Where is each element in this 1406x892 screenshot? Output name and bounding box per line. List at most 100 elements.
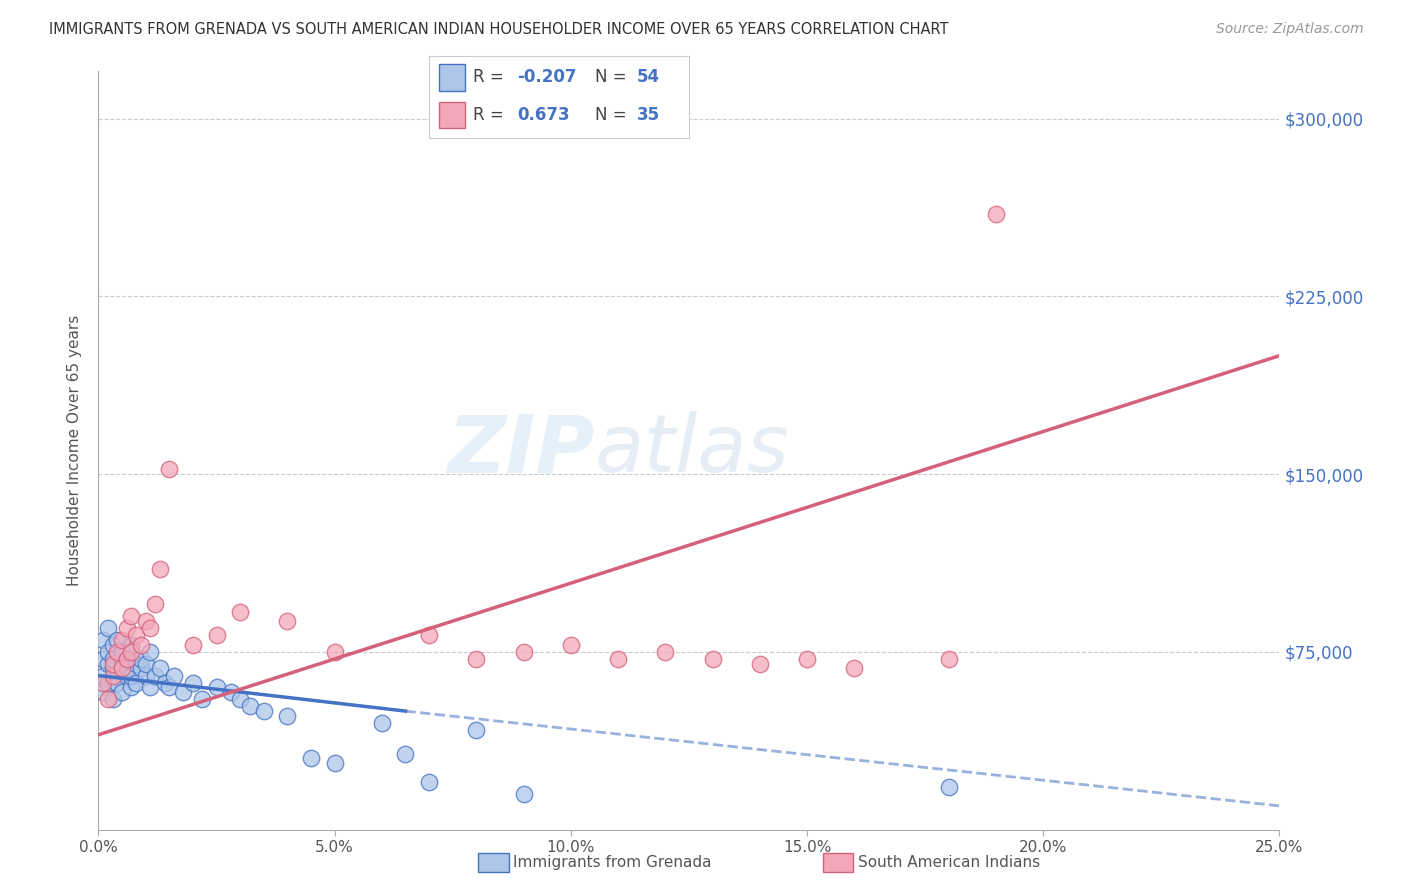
Point	[135, 614, 157, 628]
Text: atlas: atlas	[595, 411, 789, 490]
Point	[121, 645, 143, 659]
Point	[153, 675, 176, 690]
Point	[111, 685, 134, 699]
Point	[418, 628, 440, 642]
Point	[748, 657, 770, 671]
Point	[253, 704, 276, 718]
Point	[984, 206, 1007, 220]
Point	[105, 675, 128, 690]
Text: Source: ZipAtlas.com: Source: ZipAtlas.com	[1216, 22, 1364, 37]
Point	[512, 645, 534, 659]
Point	[371, 715, 394, 730]
Point	[163, 668, 186, 682]
Point	[299, 751, 322, 765]
Point	[135, 657, 157, 671]
Point	[115, 652, 138, 666]
Point	[157, 681, 180, 695]
Point	[115, 661, 138, 675]
Text: ZIP: ZIP	[447, 411, 595, 490]
Point	[105, 668, 128, 682]
Point	[101, 638, 124, 652]
Text: R =: R =	[472, 106, 515, 124]
Point	[101, 692, 124, 706]
Point	[702, 652, 724, 666]
Point	[191, 692, 214, 706]
Point	[139, 621, 162, 635]
Point	[121, 638, 143, 652]
Point	[129, 652, 152, 666]
Point	[276, 614, 298, 628]
Point	[115, 668, 138, 682]
Text: N =: N =	[595, 68, 633, 87]
Point	[654, 645, 676, 659]
Point	[97, 657, 120, 671]
Point	[97, 621, 120, 635]
Y-axis label: Householder Income Over 65 years: Householder Income Over 65 years	[67, 315, 83, 586]
Text: R =: R =	[472, 68, 509, 87]
Text: IMMIGRANTS FROM GRENADA VS SOUTH AMERICAN INDIAN HOUSEHOLDER INCOME OVER 65 YEAR: IMMIGRANTS FROM GRENADA VS SOUTH AMERICA…	[49, 22, 949, 37]
Point	[125, 657, 148, 671]
Text: South American Indians: South American Indians	[858, 855, 1040, 870]
Point	[111, 645, 134, 659]
Point	[111, 661, 134, 675]
Point	[101, 652, 124, 666]
Point	[139, 681, 162, 695]
Point	[844, 661, 866, 675]
Text: -0.207: -0.207	[517, 68, 576, 87]
Point	[91, 633, 114, 648]
Point	[91, 685, 114, 699]
Point	[101, 657, 124, 671]
Point	[938, 780, 960, 794]
Text: 0.673: 0.673	[517, 106, 569, 124]
Point	[115, 652, 138, 666]
Point	[143, 598, 166, 612]
Point	[105, 633, 128, 648]
Point	[938, 652, 960, 666]
Point	[607, 652, 630, 666]
Point	[139, 645, 162, 659]
Point	[91, 675, 114, 690]
Point	[205, 681, 228, 695]
Point	[560, 638, 582, 652]
Point	[323, 645, 346, 659]
Bar	[439, 103, 465, 128]
Point	[111, 657, 134, 671]
Point	[101, 668, 124, 682]
Text: Immigrants from Grenada: Immigrants from Grenada	[513, 855, 711, 870]
Point	[172, 685, 194, 699]
Point	[181, 638, 204, 652]
Point	[121, 681, 143, 695]
Text: 54: 54	[637, 68, 659, 87]
Point	[97, 692, 120, 706]
Point	[149, 661, 172, 675]
Point	[239, 699, 262, 714]
Point	[125, 675, 148, 690]
Point	[149, 562, 172, 576]
Point	[465, 652, 488, 666]
Point	[91, 668, 114, 682]
Point	[181, 675, 204, 690]
Point	[229, 692, 252, 706]
Point	[143, 668, 166, 682]
Point	[276, 708, 298, 723]
Point	[129, 661, 152, 675]
Point	[91, 652, 114, 666]
Point	[219, 685, 242, 699]
Point	[135, 668, 157, 682]
Point	[394, 747, 416, 761]
Point	[796, 652, 818, 666]
Point	[115, 621, 138, 635]
Text: 35: 35	[637, 106, 659, 124]
Point	[465, 723, 488, 737]
Point	[157, 462, 180, 476]
Point	[205, 628, 228, 642]
Point	[97, 645, 120, 659]
Point	[121, 668, 143, 682]
Point	[105, 645, 128, 659]
Point	[121, 609, 143, 624]
Point	[129, 638, 152, 652]
Point	[229, 605, 252, 619]
Point	[97, 675, 120, 690]
Text: N =: N =	[595, 106, 633, 124]
Point	[418, 775, 440, 789]
